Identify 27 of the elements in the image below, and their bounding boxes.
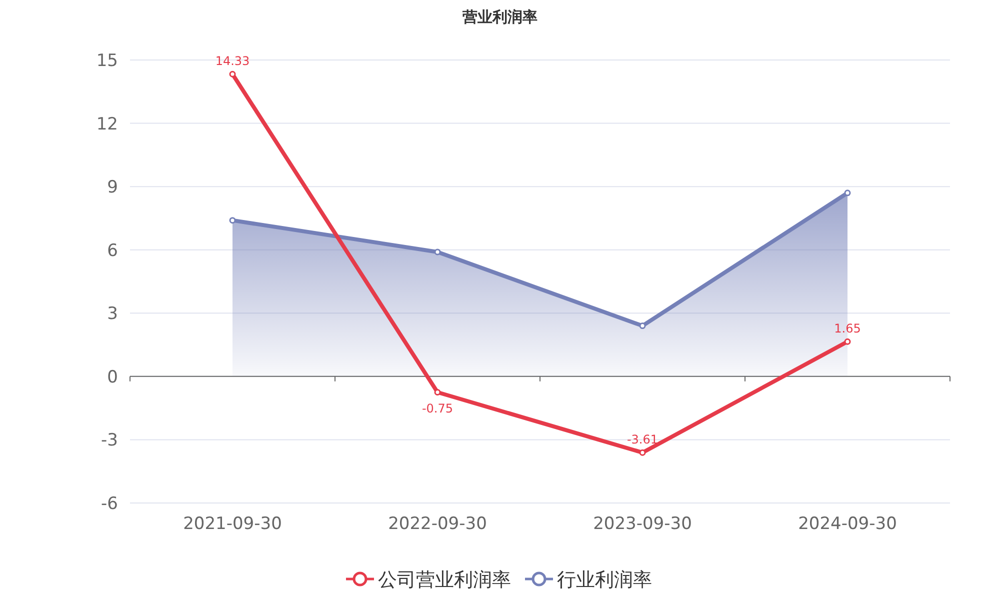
x-tick-label: 2023-09-30 [593,514,692,534]
x-tick-label: 2022-09-30 [388,514,487,534]
legend-label: 公司营业利润率 [378,569,511,591]
y-tick-label: -3 [101,430,118,451]
y-tick-label: 9 [107,178,118,198]
point [229,70,236,78]
legend-label: 行业利润率 [557,569,652,591]
point [229,217,236,224]
point [844,190,851,196]
point [434,248,441,256]
chart-title: 营业利润率 [462,8,538,26]
y-tick-label: 15 [96,51,118,71]
y-tick-label: 3 [107,304,118,324]
point [844,338,851,345]
point [434,389,441,396]
x-tick-label: 2024-09-30 [798,514,897,534]
data-label: -0.75 [422,401,454,416]
y-tick-label: 12 [96,114,118,134]
y-tick-label: -6 [101,494,118,514]
x-tick-label: 2021-09-30 [183,514,282,534]
data-label: 1.65 [834,322,861,336]
point [639,322,646,330]
y-tick-label: 0 [107,367,118,388]
point [639,449,646,456]
data-label: 14.33 [215,54,250,68]
y-tick-label: 6 [107,240,118,261]
data-label: -3.61 [626,432,658,447]
